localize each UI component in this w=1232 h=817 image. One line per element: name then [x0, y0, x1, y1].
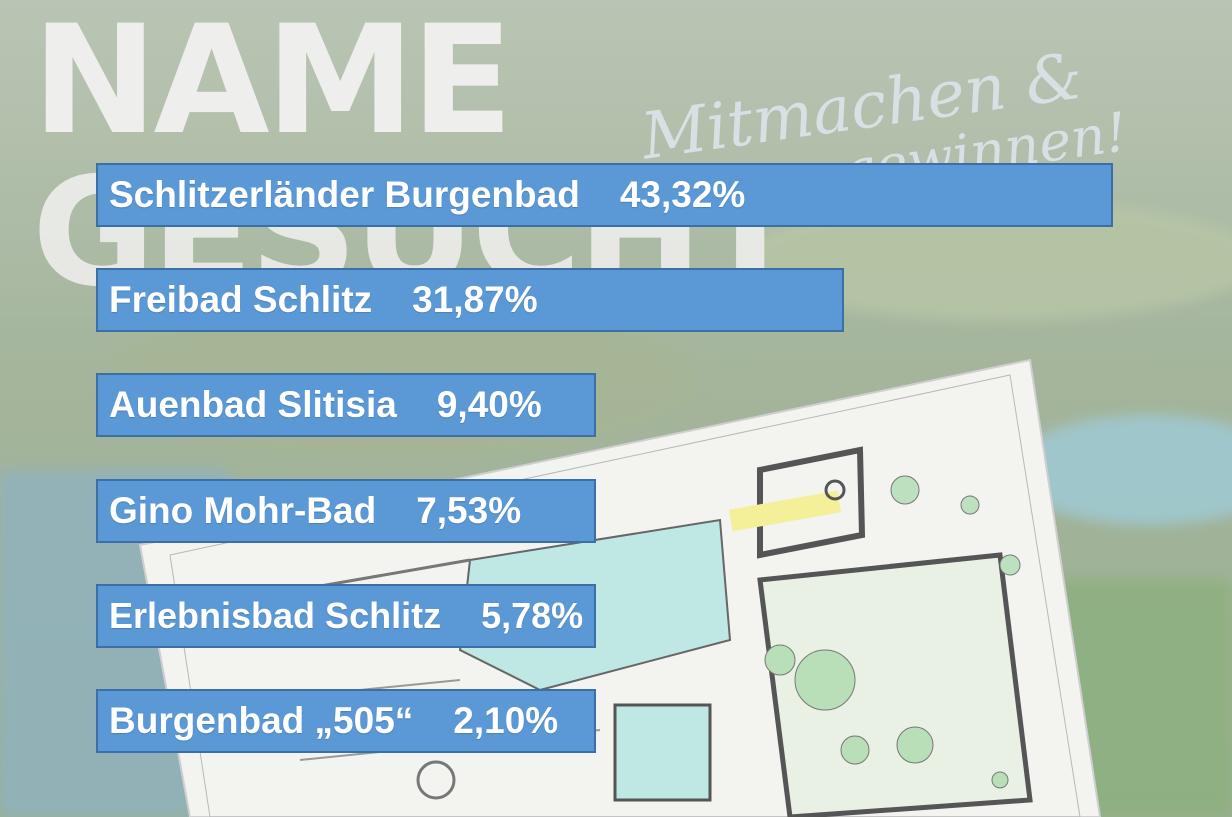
bar-3: Auenbad Slitisia 9,40%	[96, 373, 596, 438]
bar-5: Erlebnisbad Schlitz 5,78%	[96, 583, 596, 648]
bar-6: Burgenbad „505“ 2,10%	[96, 689, 596, 753]
bar-value-label: 43,32%	[619, 174, 746, 215]
bar-label: Freibad Schlitz	[109, 279, 373, 321]
bar-value-label: 5,78%	[481, 594, 584, 636]
bar-label: Burgenbad „505“	[109, 700, 414, 741]
bar-value-label: 7,53%	[416, 489, 522, 531]
bar-4: Gino Mohr-Bad 7,53%	[96, 478, 596, 543]
bar-label: Erlebnisbad Schlitz	[109, 594, 442, 636]
bar-label: Auenbad Slitisia	[109, 384, 397, 426]
bar-label: Gino Mohr-Bad	[109, 489, 377, 531]
bar-value-label: 2,10%	[453, 700, 559, 741]
bar-value-label: 31,87%	[412, 279, 538, 321]
headline-word-name: NAME	[32, 0, 513, 168]
bar-label: Schlitzerländer Burgenbad	[109, 174, 580, 215]
bar-2: Freibad Schlitz 31,87%	[96, 268, 845, 333]
bar-value-label: 9,40%	[436, 384, 542, 426]
bar-1: Schlitzerländer Burgenbad 43,32%	[96, 163, 1113, 227]
